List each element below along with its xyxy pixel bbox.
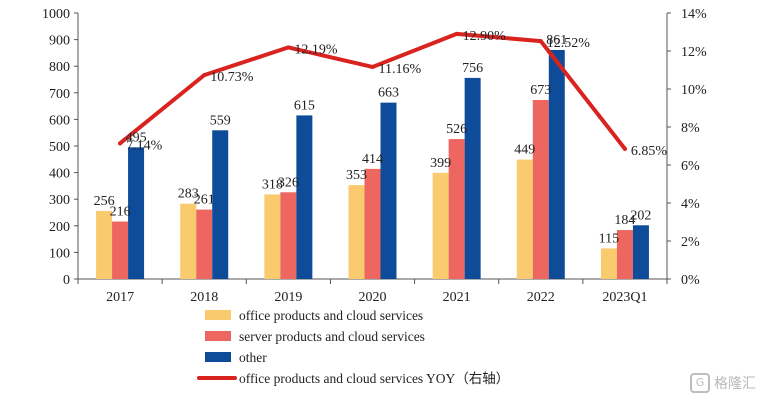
bar-value-label: 414 [362,152,383,167]
y-left-tick-label: 100 [49,246,70,261]
bar-value-label: 399 [430,156,451,171]
legend-label: office products and cloud services [239,308,423,323]
y-right-tick-label: 6% [681,159,700,174]
bar-value-label: 615 [294,98,315,113]
bar-value-label: 326 [278,175,299,190]
bar-office [96,210,113,279]
bar-other [464,77,481,280]
bar-value-label: 115 [599,231,619,246]
y-left-tick-label: 200 [49,220,70,235]
x-tick-label: 2023Q1 [602,290,647,305]
bar-other [128,147,145,279]
bar-office [348,185,365,279]
bar-value-label: 353 [346,168,367,183]
y-right-tick-label: 14% [681,7,707,22]
yoy-value-label: 12.19% [294,42,338,57]
y-left-tick-label: 800 [49,60,70,75]
bar-other [380,102,397,279]
y-left-tick-label: 600 [49,113,70,128]
x-tick-label: 2021 [443,290,471,305]
yoy-point [454,31,459,36]
y-left-tick-label: 700 [49,87,70,102]
legend-label: server products and cloud services [239,329,425,344]
y-left-tick-label: 900 [49,34,70,49]
yoy-value-label: 7.14% [126,138,163,153]
legend-swatch [205,352,231,362]
bar-server [364,168,381,279]
watermark-logo-icon: G [690,373,710,393]
bar-value-label: 283 [178,187,199,202]
x-tick-label: 2020 [359,290,387,305]
bar-other [548,49,565,279]
bar-other [296,115,313,279]
chart-yoy-line [118,31,627,151]
bar-value-label: 559 [210,113,231,128]
x-tick-label: 2018 [190,290,218,305]
yoy-value-label: 10.73% [210,70,254,85]
yoy-point [202,73,207,78]
yoy-point [118,141,123,146]
bar-value-label: 449 [514,143,535,158]
y-left-tick-label: 1000 [42,7,70,22]
legend-swatch [205,331,231,341]
yoy-point [370,64,375,69]
bar-other [632,225,649,279]
bar-value-label: 261 [194,193,215,208]
bar-value-label: 756 [462,61,483,76]
bar-server [196,209,213,279]
bar-value-label: 495 [126,130,147,145]
y-right-tick-label: 4% [681,197,700,212]
bar-value-label: 202 [630,208,651,223]
bar-other [212,130,229,279]
legend-label: other [239,350,267,365]
bar-value-label: 318 [262,177,283,192]
bar-server [280,192,297,279]
bar-server [448,139,465,279]
bar-value-label: 673 [530,83,551,98]
y-right-tick-label: 0% [681,273,700,288]
yoy-value-label: 12.90% [463,29,507,44]
y-right-tick-label: 12% [681,45,707,60]
bar-office [516,159,533,279]
bar-office [264,194,281,279]
watermark: G 格隆汇 [690,373,756,393]
y-left-tick-label: 300 [49,193,70,208]
y-right-tick-label: 8% [681,121,700,136]
chart-axes: 0 100 200 300 400 500 600 700 800 900 1000 0% 2% 4% 6%… [42,7,707,305]
bar-value-label: 526 [446,122,467,137]
yoy-value-label: 12.52% [547,36,591,51]
bar-value-label: 216 [110,205,131,220]
yoy-point [538,39,543,44]
bar-office [432,172,449,279]
legend-label: office products and cloud services YOY（右… [239,371,509,386]
bar-server [532,99,549,280]
x-tick-label: 2019 [274,290,302,305]
yoy-value-label: 11.16% [379,62,422,77]
chart-bars [96,49,649,280]
y-left-tick-label: 500 [49,140,70,155]
bar-value-label: 861 [546,33,567,48]
bar-office [180,203,197,279]
chart-data-labels: 256 283 318 353 399 449 115 216 261 326 414 526 673 1… [94,29,668,247]
yoy-value-label: 6.85% [631,144,668,159]
legend-swatch [205,310,231,320]
yoy-point [622,146,627,151]
y-left-tick-label: 0 [63,273,70,288]
bar-server [112,221,129,279]
watermark-text: 格隆汇 [714,376,756,392]
bar-office [600,248,617,279]
yoy-point [286,45,291,50]
y-left-tick-label: 400 [49,167,70,182]
bar-value-label: 184 [614,213,635,228]
x-tick-label: 2022 [527,290,555,305]
y-right-tick-label: 2% [681,235,700,250]
chart-legend: office products and cloud services server… [197,308,509,386]
x-tick-label: 2017 [106,290,134,305]
bar-server [616,230,633,279]
y-right-tick-label: 10% [681,83,707,98]
bar-value-label: 256 [94,194,115,209]
bar-value-label: 663 [378,86,399,101]
